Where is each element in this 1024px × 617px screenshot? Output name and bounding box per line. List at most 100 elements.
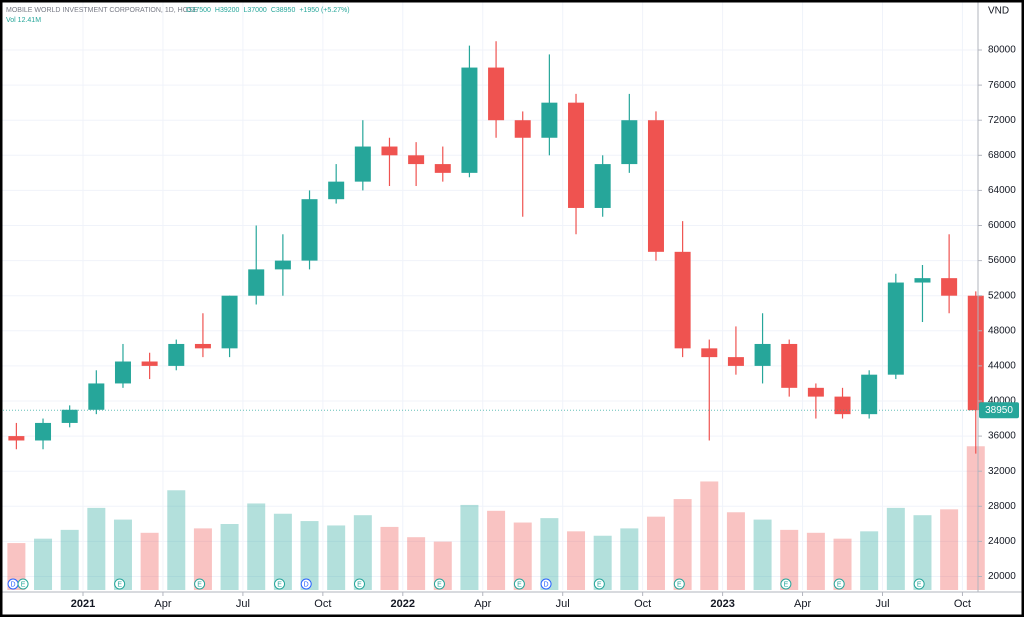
- event-marker: [300, 578, 312, 590]
- ohlc-value: C38950: [271, 7, 296, 14]
- y-tick-label: 44000: [988, 361, 1016, 372]
- candle-body: [807, 387, 824, 397]
- volume-bar: [167, 490, 186, 590]
- volume-bar: [300, 521, 319, 590]
- candle-body: [914, 278, 931, 283]
- event-marker: [17, 578, 29, 590]
- volume-bar: [247, 503, 266, 590]
- candle-body: [594, 164, 611, 208]
- event-marker: [114, 578, 126, 590]
- y-tick-label: 80000: [988, 45, 1016, 56]
- volume-bar: [60, 529, 79, 590]
- candle-body: [941, 278, 958, 296]
- event-label: E: [917, 581, 922, 588]
- volume-bar: [327, 525, 346, 590]
- candle-body: [834, 396, 851, 415]
- event-label: E: [784, 581, 789, 588]
- volume-bar: [34, 538, 53, 590]
- volume-bar: [726, 512, 745, 590]
- x-tick-label: Apr: [154, 598, 171, 610]
- candle-body: [647, 120, 664, 252]
- event-marker: [194, 578, 206, 590]
- volume-bar: [513, 522, 532, 590]
- candle-body: [8, 436, 25, 441]
- event-marker: [780, 578, 792, 590]
- candle-body: [861, 374, 878, 415]
- volume-bar: [700, 481, 719, 590]
- y-tick-label: 72000: [988, 115, 1016, 126]
- event-marker: [540, 578, 552, 590]
- event-label: E: [597, 581, 602, 588]
- candle-body: [541, 102, 558, 138]
- volume-bar: [353, 515, 372, 590]
- candle-body: [781, 343, 798, 388]
- candle-body: [194, 343, 211, 349]
- candle-body: [141, 361, 158, 366]
- y-tick-label: 20000: [988, 571, 1016, 582]
- y-tick-label: 76000: [988, 80, 1016, 91]
- x-tick-label: Jul: [556, 598, 570, 610]
- candle-body: [381, 146, 398, 156]
- candle-body: [674, 251, 691, 349]
- x-tick-label: Jul: [236, 598, 250, 610]
- event-marker: [354, 578, 365, 590]
- candle-body: [301, 199, 318, 261]
- volume-bar: [860, 531, 879, 590]
- event-label: D: [11, 581, 16, 588]
- volume-bar: [380, 526, 399, 590]
- currency-label: VND: [988, 6, 1009, 17]
- volume-bar: [567, 531, 586, 590]
- candle-body: [514, 120, 531, 138]
- candle-body: [727, 357, 744, 366]
- candle-body: [461, 67, 478, 173]
- volume-bar: [487, 510, 506, 590]
- x-tick-label: 2022: [391, 598, 415, 610]
- candle-body: [408, 155, 425, 165]
- volume-bar: [273, 513, 292, 590]
- x-tick-label: Oct: [634, 598, 651, 610]
- event-label: E: [357, 581, 362, 588]
- candle-body: [88, 383, 105, 410]
- last-price-tag: [979, 402, 1019, 419]
- event-marker: [433, 578, 445, 590]
- candle-body: [328, 181, 345, 200]
- candle-body: [248, 269, 265, 296]
- candle-body: [114, 361, 131, 384]
- volume-bar: [87, 507, 106, 590]
- symbol-title: MOBILE WORLD INVESTMENT CORPORATION, 1D,…: [6, 7, 198, 14]
- volume-bar: [433, 541, 452, 590]
- y-tick-label: 40000: [988, 396, 1016, 407]
- event-marker: [673, 578, 685, 590]
- candle-body: [967, 295, 984, 411]
- x-tick-label: Oct: [954, 598, 971, 610]
- ohlc-value: +1950 (+5.27%): [299, 7, 349, 14]
- volume-bar: [913, 515, 932, 590]
- volume-bar: [407, 537, 426, 590]
- event-label: D: [304, 581, 309, 588]
- volume-bar: [833, 538, 852, 590]
- candle-body: [168, 343, 185, 366]
- ohlc-value: O37500: [186, 7, 211, 14]
- y-tick-label: 64000: [988, 185, 1016, 196]
- volume-bar: [806, 532, 825, 590]
- event-label: E: [21, 581, 26, 588]
- candle-body: [488, 67, 505, 121]
- volume-bar: [673, 499, 692, 590]
- ohlc-value: H39200: [215, 7, 240, 14]
- candle-body: [887, 282, 904, 375]
- candle-body: [61, 409, 78, 423]
- price-pane: [0, 41, 984, 454]
- volume-bar: [780, 529, 799, 590]
- candle-body: [701, 348, 718, 358]
- y-tick-label: 52000: [988, 290, 1016, 301]
- x-tick-label: Jul: [875, 598, 889, 610]
- event-marker: [833, 578, 845, 590]
- x-tick-label: Apr: [794, 598, 811, 610]
- event-marker: [513, 578, 525, 590]
- volume-bar: [113, 519, 132, 590]
- y-tick-label: 32000: [988, 466, 1016, 477]
